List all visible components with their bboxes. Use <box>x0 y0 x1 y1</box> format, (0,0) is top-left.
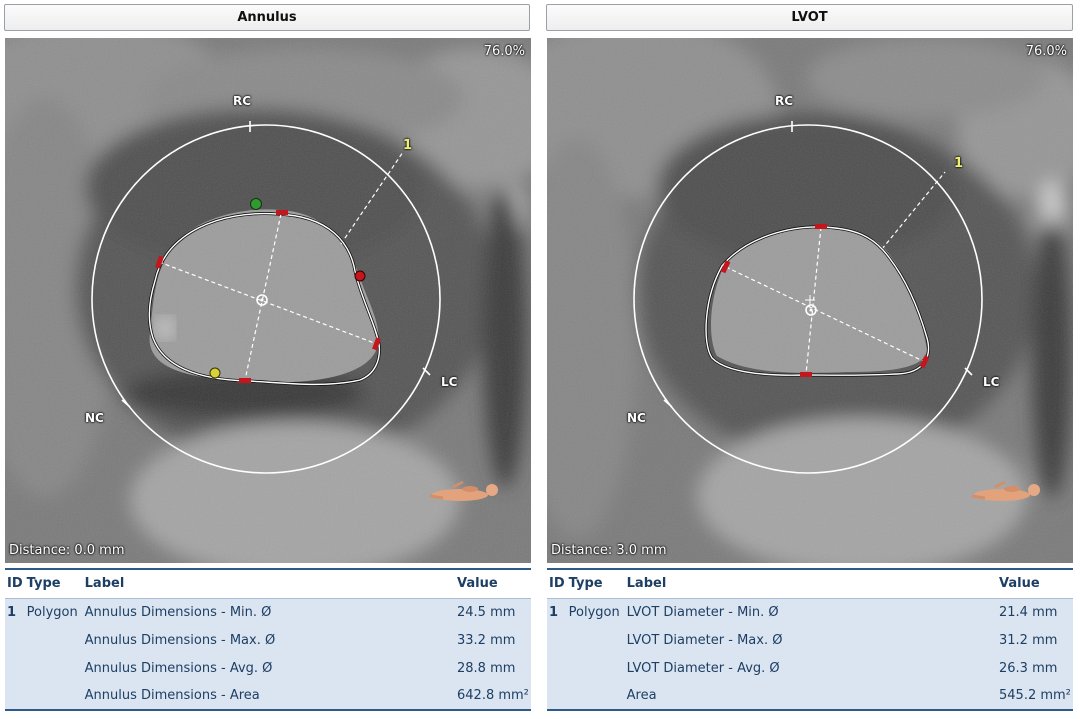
cell-value: 545.2 mm² <box>997 682 1073 711</box>
column-header-value[interactable]: Value <box>455 568 531 599</box>
cell-type <box>24 626 83 654</box>
cell-type <box>566 682 625 711</box>
cell-label: Area <box>624 682 997 711</box>
cell-type <box>24 654 83 682</box>
column-header-type[interactable]: Type <box>566 568 625 599</box>
table-header: ID Type Label Value <box>547 568 1073 599</box>
cell-label: LVOT Diameter - Avg. Ø <box>624 654 997 682</box>
table-row[interactable]: Annulus Dimensions - Avg. Ø 28.8 mm <box>5 654 531 682</box>
cell-type: Polygon <box>24 598 83 626</box>
cell-label: Annulus Dimensions - Area <box>82 682 455 711</box>
handle-red[interactable] <box>155 255 164 269</box>
column-header-value[interactable]: Value <box>997 568 1073 599</box>
table-row[interactable]: LVOT Diameter - Max. Ø 31.2 mm <box>547 626 1073 654</box>
table-header: ID Type Label Value <box>5 568 531 599</box>
cusp-label-nc: NC <box>85 411 104 425</box>
slice-distance: Distance: 0.0 mm <box>9 543 125 558</box>
table-row[interactable]: 1 Polygon LVOT Diameter - Min. Ø 21.4 mm <box>547 598 1073 626</box>
handle-red[interactable] <box>239 378 251 383</box>
cell-id <box>5 654 25 682</box>
cell-value: 33.2 mm <box>455 626 531 654</box>
cell-type <box>566 654 625 682</box>
column-header-type[interactable]: Type <box>24 568 83 599</box>
panel-title-annulus[interactable]: Annulus <box>4 4 530 31</box>
cell-type <box>566 626 625 654</box>
panel-title-lvot[interactable]: LVOT <box>546 4 1073 31</box>
zoom-level: 76.0% <box>483 44 525 59</box>
handle-red[interactable] <box>720 260 731 274</box>
lvot-panel: LVOT <box>543 0 1080 719</box>
column-header-id[interactable]: ID <box>547 568 567 599</box>
cusp-label-rc: RC <box>233 94 252 108</box>
cell-value: 642.8 mm² <box>455 682 531 711</box>
handle-red[interactable] <box>800 372 812 377</box>
handle-red[interactable] <box>276 210 288 215</box>
cell-value: 31.2 mm <box>997 626 1073 654</box>
table-row[interactable]: LVOT Diameter - Avg. Ø 26.3 mm <box>547 654 1073 682</box>
cell-id <box>547 654 567 682</box>
ct-image-annulus[interactable] <box>5 38 531 563</box>
cell-label: LVOT Diameter - Max. Ø <box>624 626 997 654</box>
cell-value: 26.3 mm <box>997 654 1073 682</box>
ct-viewer-annulus[interactable]: 76.0% RC LC NC 1 Distance: 0.0 mm <box>5 38 531 563</box>
measurements-table-annulus: ID Type Label Value 1 Polygon Annulus Di… <box>5 568 531 711</box>
cusp-label-rc: RC <box>775 94 794 108</box>
ct-image-lvot[interactable] <box>547 38 1073 563</box>
handle-red[interactable] <box>919 355 930 369</box>
table-row[interactable]: 1 Polygon Annulus Dimensions - Min. Ø 24… <box>5 598 531 626</box>
cell-label: Annulus Dimensions - Max. Ø <box>82 626 455 654</box>
cusp-label-nc: NC <box>627 411 646 425</box>
cell-id <box>5 682 25 711</box>
cusp-label-lc: LC <box>983 375 1000 389</box>
patient-orientation-icon <box>429 480 498 501</box>
handle-green[interactable] <box>250 198 262 210</box>
patient-orientation-icon <box>971 480 1040 501</box>
handle-red[interactable] <box>372 337 381 351</box>
cell-id <box>547 626 567 654</box>
cell-id <box>5 626 25 654</box>
cell-value: 21.4 mm <box>997 598 1073 626</box>
table-row[interactable]: Annulus Dimensions - Max. Ø 33.2 mm <box>5 626 531 654</box>
table-row[interactable]: Area 545.2 mm² <box>547 682 1073 711</box>
cell-id <box>547 682 567 711</box>
measurement-marker[interactable]: 1 <box>403 138 413 153</box>
cell-label: Annulus Dimensions - Min. Ø <box>82 598 455 626</box>
column-header-label[interactable]: Label <box>624 568 997 599</box>
cell-label: LVOT Diameter - Min. Ø <box>624 598 997 626</box>
measurements-table-lvot: ID Type Label Value 1 Polygon LVOT Diame… <box>547 568 1073 711</box>
cusp-label-lc: LC <box>441 375 458 389</box>
cell-type <box>24 682 83 711</box>
cell-id: 1 <box>547 598 567 626</box>
zoom-level: 76.0% <box>1025 44 1067 59</box>
slice-distance: Distance: 3.0 mm <box>551 543 667 558</box>
cell-type: Polygon <box>566 598 625 626</box>
cell-label: Annulus Dimensions - Avg. Ø <box>82 654 455 682</box>
column-header-id[interactable]: ID <box>5 568 25 599</box>
measurement-marker[interactable]: 1 <box>954 156 964 171</box>
cell-value: 28.8 mm <box>455 654 531 682</box>
cell-value: 24.5 mm <box>455 598 531 626</box>
ct-viewer-lvot[interactable]: 76.0% RC LC NC 1 Distance: 3.0 mm <box>547 38 1073 563</box>
cell-id: 1 <box>5 598 25 626</box>
table-row[interactable]: Annulus Dimensions - Area 642.8 mm² <box>5 682 531 711</box>
handle-red[interactable] <box>815 224 827 229</box>
annulus-panel: Annulus <box>0 0 534 719</box>
column-header-label[interactable]: Label <box>82 568 455 599</box>
handle-yellow[interactable] <box>209 367 221 379</box>
handle-red[interactable] <box>354 270 366 282</box>
